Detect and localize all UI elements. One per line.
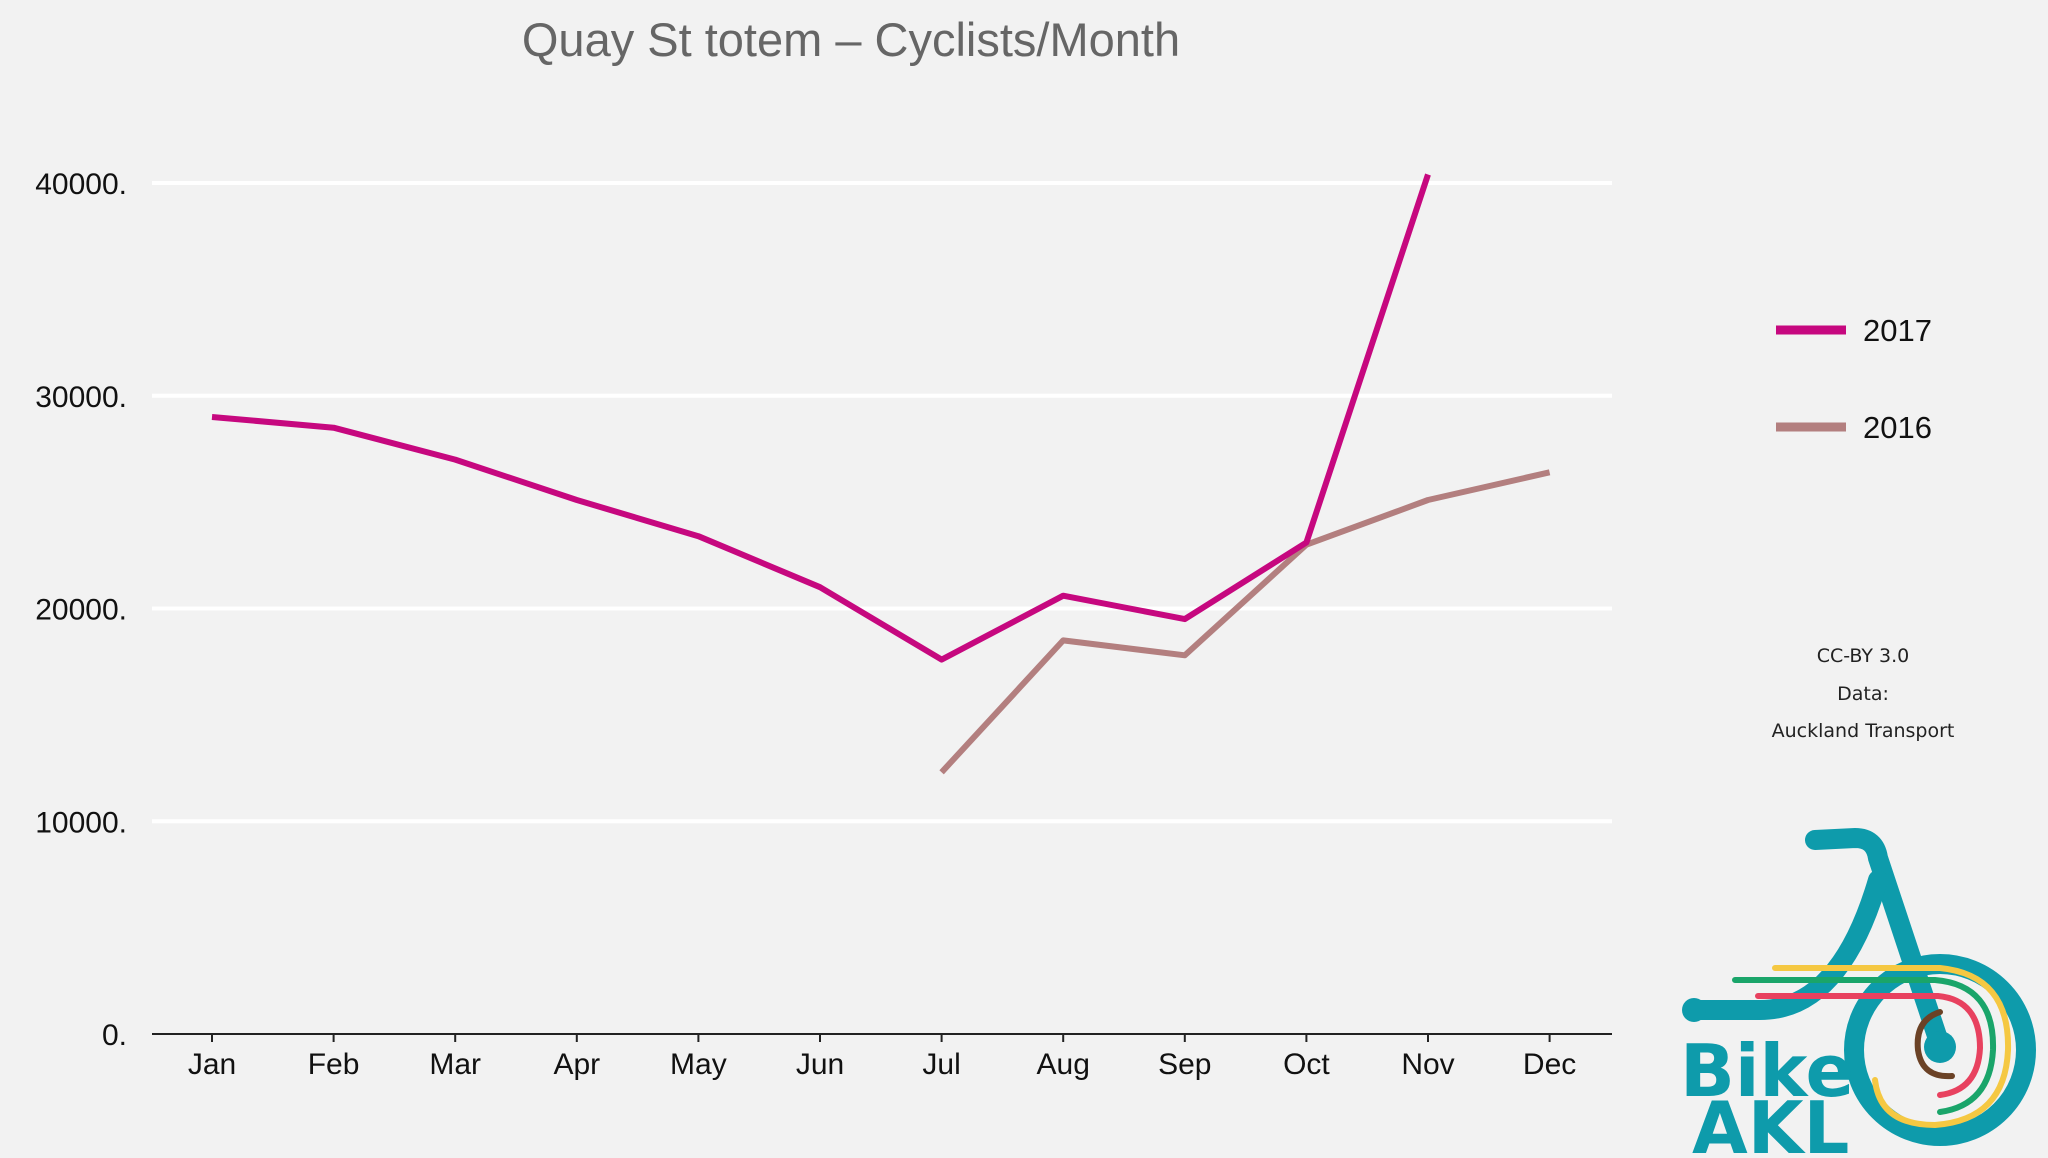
x-tick-label: Aug	[1037, 1048, 1090, 1081]
logo-arc-green	[1732, 977, 1997, 1115]
x-tick-label: Jun	[796, 1048, 844, 1081]
logo-hub	[1924, 1031, 1956, 1063]
x-tick-label: Oct	[1283, 1048, 1330, 1081]
logo-frame	[1805, 827, 1950, 1055]
series-line-2016	[939, 469, 1551, 775]
logo-arc-red	[1755, 993, 1984, 1098]
legend: 2017 2016	[1776, 313, 1932, 445]
credits: CC-BY 3.0 Data: Auckland Transport	[1772, 645, 1955, 742]
logo-word-akl: AKL	[1692, 1086, 1849, 1158]
x-tick-label: Feb	[308, 1048, 360, 1081]
x-tick-label: Nov	[1401, 1048, 1454, 1081]
series-lines	[211, 173, 1551, 775]
y-tick-label: 10000.	[35, 806, 127, 839]
logo-arc-brown	[1914, 1009, 1955, 1080]
chart-title: Quay St totem – Cyclists/Month	[522, 13, 1180, 66]
y-tick-label: 0.	[102, 1019, 127, 1052]
credit-license: CC-BY 3.0	[1817, 645, 1910, 667]
gridlines	[152, 181, 1612, 824]
credit-source: Auckland Transport	[1772, 720, 1955, 742]
logo-downtube	[1684, 870, 1888, 1020]
legend-label-2017: 2017	[1863, 313, 1932, 348]
y-tick-label: 20000.	[35, 594, 127, 627]
bikeakl-logo: Bike AKL	[1680, 827, 2036, 1158]
logo-wheel	[1844, 954, 2036, 1146]
series-line-2017	[211, 173, 1431, 663]
credit-data-label: Data:	[1837, 683, 1889, 705]
x-tick-label: Apr	[553, 1048, 600, 1081]
x-axis-ticks: Jan Feb Mar Apr May Jun Jul Aug Sep Oct Nov Dec	[188, 1034, 1576, 1081]
x-tick-label: Jan	[188, 1048, 236, 1081]
legend-label-2016: 2016	[1863, 410, 1932, 445]
y-tick-label: 30000.	[35, 381, 127, 414]
x-tick-label: May	[670, 1048, 727, 1081]
logo-word-bike: Bike	[1680, 1029, 1854, 1113]
y-axis-ticks: 0. 10000. 20000. 30000. 40000.	[35, 168, 127, 1052]
logo-pedal	[1682, 998, 1706, 1022]
logo-arc-yellow	[1772, 965, 2012, 1129]
y-tick-label: 40000.	[35, 168, 127, 201]
x-tick-label: Mar	[429, 1048, 481, 1081]
x-tick-label: Dec	[1523, 1048, 1576, 1081]
x-tick-label: Jul	[922, 1048, 960, 1081]
x-tick-label: Sep	[1158, 1048, 1211, 1081]
